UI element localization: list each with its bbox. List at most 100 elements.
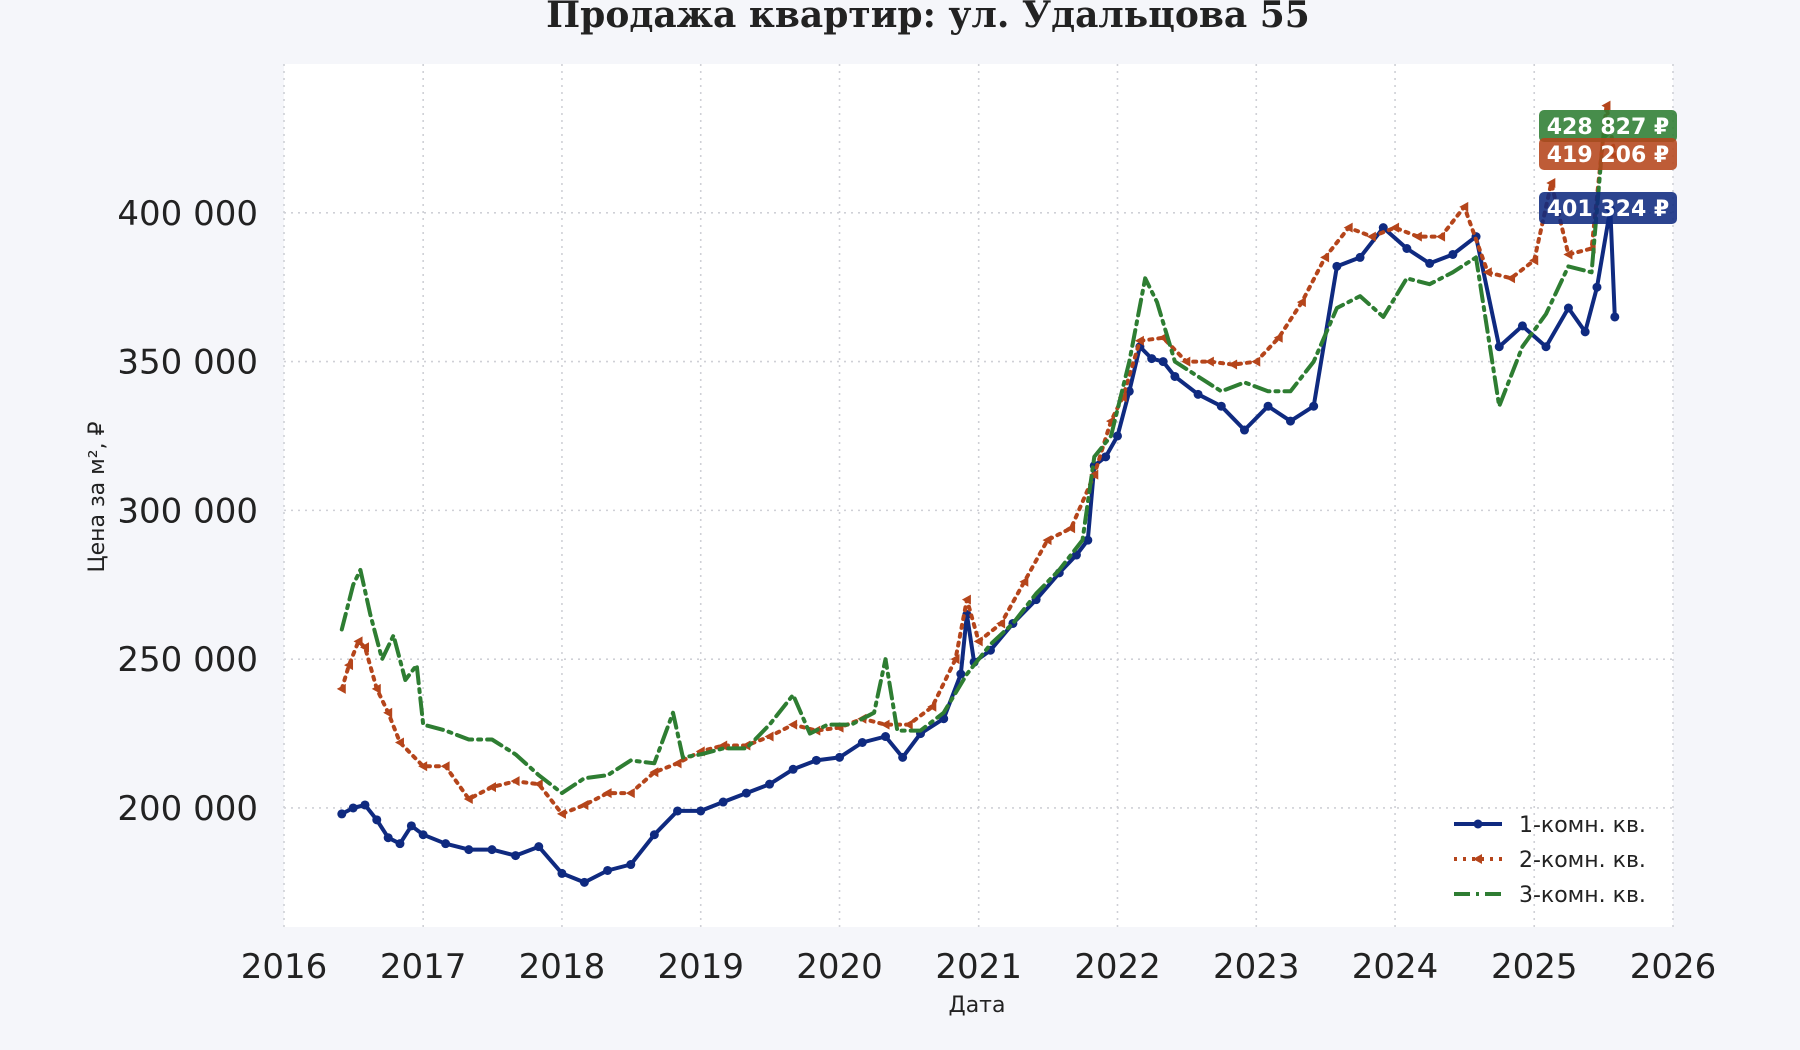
data-point — [1147, 354, 1157, 364]
y-axis-ticks: 200 000 250 000 300 000 350 000 400 000 — [117, 194, 258, 829]
data-point — [1390, 222, 1400, 233]
data-point — [1563, 249, 1573, 260]
data-point — [1563, 303, 1573, 313]
data-point — [602, 788, 612, 799]
y-tick-label: 250 000 — [117, 640, 258, 680]
data-point — [1101, 452, 1111, 462]
data-point — [835, 752, 845, 762]
data-point — [1019, 576, 1029, 587]
x-tick-label: 2024 — [1352, 947, 1439, 987]
data-point — [950, 654, 960, 665]
data-point — [557, 868, 567, 878]
data-point — [973, 636, 983, 647]
data-point — [961, 594, 971, 605]
legend: 1-комн. кв. 2-комн. кв. 3-комн. кв. — [1454, 813, 1646, 908]
data-point — [441, 839, 451, 849]
data-point — [344, 660, 354, 671]
data-point — [464, 845, 474, 855]
badge-label: 419 206 ₽ — [1547, 143, 1669, 168]
x-tick-label: 2025 — [1491, 947, 1578, 987]
x-tick-label: 2022 — [1074, 947, 1161, 987]
x-axis-label: Дата — [949, 993, 1006, 1018]
data-point — [1228, 359, 1238, 370]
data-point — [1412, 231, 1422, 242]
legend-item: 2-комн. кв. — [1454, 848, 1646, 873]
data-point — [579, 877, 589, 887]
data-point — [1134, 335, 1144, 346]
legend-item: 1-комн. кв. — [1454, 813, 1646, 838]
x-tick-label: 2026 — [1630, 947, 1717, 987]
series-3 — [339, 125, 1617, 796]
x-tick-label: 2017 — [380, 947, 467, 987]
data-point — [418, 830, 428, 840]
data-point — [1436, 231, 1446, 242]
data-point — [1083, 535, 1093, 545]
badge-bg — [1539, 192, 1677, 224]
data-point — [927, 701, 937, 712]
data-point — [1546, 178, 1556, 189]
legend-marker — [1473, 854, 1482, 864]
y-tick-label: 350 000 — [117, 343, 258, 383]
data-point — [463, 794, 473, 805]
data-point — [353, 636, 363, 647]
data-point — [696, 806, 706, 816]
end-value-badge: 401 324 ₽ — [1539, 192, 1677, 224]
legend-item: 3-комн. кв. — [1454, 883, 1646, 908]
data-point — [534, 842, 544, 852]
data-point — [881, 732, 891, 742]
data-point — [1610, 312, 1620, 322]
data-point — [1042, 535, 1052, 546]
chart-title: Продажа квартир: ул. Удальцова 55 — [546, 0, 1310, 36]
data-point — [1332, 261, 1342, 271]
data-point — [510, 776, 520, 787]
data-point — [440, 761, 450, 772]
legend-label: 2-комн. кв. — [1519, 848, 1646, 873]
data-point — [857, 737, 867, 747]
data-point — [1216, 401, 1226, 411]
data-point — [1482, 267, 1492, 278]
data-point — [336, 683, 346, 694]
data-point — [718, 797, 728, 807]
series-2 — [336, 100, 1619, 819]
data-point — [1343, 222, 1353, 233]
data-point — [486, 782, 496, 793]
data-point — [406, 821, 416, 831]
x-tick-label: 2020 — [796, 947, 883, 987]
data-point — [649, 767, 659, 778]
data-point — [1601, 100, 1611, 111]
data-point — [1366, 231, 1376, 242]
data-point — [1506, 273, 1516, 284]
x-tick-label: 2021 — [935, 947, 1022, 987]
data-point — [1320, 252, 1330, 263]
y-axis-label: Цена за м², ₽ — [85, 421, 110, 572]
data-point — [1239, 425, 1249, 435]
data-point — [1517, 321, 1527, 331]
data-point — [383, 707, 393, 718]
x-axis-ticks: 2016 2017 2018 2019 2020 2021 2022 2023 2024 2025… — [241, 947, 1717, 987]
data-point — [1296, 297, 1306, 308]
data-point — [1355, 252, 1365, 262]
legend-label: 3-комн. кв. — [1519, 883, 1646, 908]
x-tick-label: 2018 — [519, 947, 606, 987]
data-point — [673, 806, 683, 816]
end-value-badges: 428 827 ₽ 419 206 ₽ 401 324 ₽ — [1539, 110, 1677, 224]
data-point — [1459, 201, 1469, 212]
data-point — [1273, 332, 1283, 343]
data-point — [1158, 357, 1168, 367]
data-point — [672, 758, 682, 769]
data-point — [718, 740, 728, 751]
data-point — [956, 669, 966, 679]
x-tick-label: 2016 — [241, 947, 328, 987]
end-value-badge: 428 827 ₽ — [1539, 110, 1677, 142]
data-point — [1592, 282, 1602, 292]
x-tick-label: 2023 — [1213, 947, 1300, 987]
data-point — [996, 618, 1006, 629]
data-point — [383, 833, 393, 843]
data-point — [1402, 244, 1412, 254]
data-point — [359, 642, 369, 653]
series-1 — [337, 204, 1620, 887]
data-point — [487, 845, 497, 855]
data-point — [1251, 356, 1261, 367]
data-point — [1193, 389, 1203, 399]
